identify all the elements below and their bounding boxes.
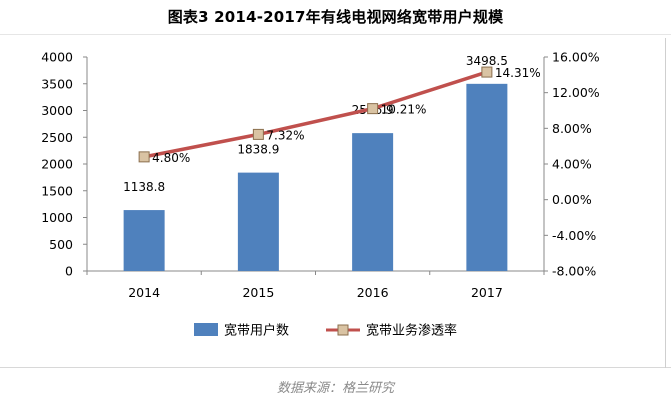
right-tick-label: -4.00% xyxy=(552,228,596,243)
line-value-label: 4.80% xyxy=(152,151,190,165)
line-marker xyxy=(252,128,264,140)
line-series xyxy=(143,70,488,159)
line-value-label: 7.32% xyxy=(266,128,304,142)
left-tick-label: 2500 xyxy=(41,130,73,145)
legend-swatch-marker xyxy=(337,324,349,336)
bar-value-label: 3498.5 xyxy=(466,54,508,68)
right-tick-label: 16.00% xyxy=(552,50,600,65)
left-tick-label: 500 xyxy=(49,237,73,252)
left-tick-label: 1000 xyxy=(41,210,73,225)
left-tick-label: 3500 xyxy=(41,76,73,91)
right-tick-label: -8.00% xyxy=(552,264,596,279)
line-marker xyxy=(481,66,493,78)
right-divider xyxy=(665,38,666,368)
chart-title: 图表3 2014-2017年有线电视网络宽带用户规模 xyxy=(167,8,504,26)
left-tick-label: 3000 xyxy=(41,103,73,118)
bar-value-label: 1138.8 xyxy=(123,180,165,194)
right-tick-label: 8.00% xyxy=(552,121,592,136)
bar xyxy=(466,83,508,271)
line-marker xyxy=(367,103,379,115)
bottom-divider xyxy=(0,367,671,368)
line-value-label: 10.21% xyxy=(381,103,427,117)
left-tick-label: 4000 xyxy=(41,50,73,65)
x-tick-label: 2014 xyxy=(128,285,160,300)
left-tick-label: 1500 xyxy=(41,183,73,198)
bar-value-label: 1838.9 xyxy=(237,143,279,157)
legend-label-line: 宽带业务渗透率 xyxy=(366,323,457,339)
bar xyxy=(237,172,279,271)
left-tick-label: 2000 xyxy=(41,157,73,172)
left-tick-label: 0 xyxy=(65,264,73,279)
x-tick-label: 2015 xyxy=(242,285,274,300)
line-marker xyxy=(138,151,150,163)
legend-label-bar: 宽带用户数 xyxy=(224,323,289,339)
line-value-label: 14.31% xyxy=(495,66,541,80)
bar xyxy=(352,133,394,271)
x-tick-label: 2017 xyxy=(471,285,503,300)
chart-area: 0 500 1000 1500 2000 2500 3000 3500 4000 -8.00% -4… xyxy=(41,50,600,339)
bar xyxy=(123,210,165,271)
source-note: 数据来源：格兰研究 xyxy=(276,381,394,396)
legend-swatch-bar xyxy=(194,323,218,336)
x-tick-label: 2016 xyxy=(357,285,389,300)
right-tick-label: 0.00% xyxy=(552,192,592,207)
right-tick-label: 12.00% xyxy=(552,85,600,100)
right-tick-label: 4.00% xyxy=(552,157,592,172)
top-divider xyxy=(0,34,671,35)
